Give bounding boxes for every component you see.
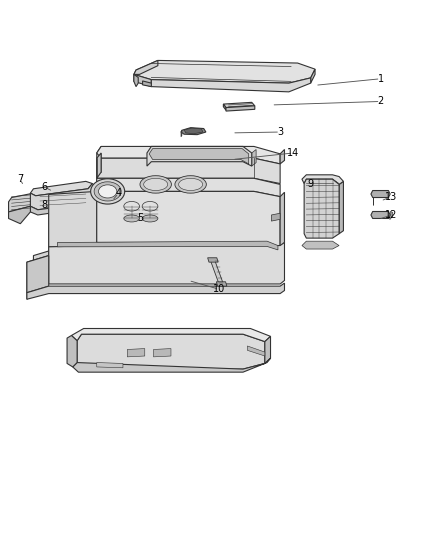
Polygon shape: [97, 158, 280, 183]
Polygon shape: [30, 181, 92, 196]
Polygon shape: [97, 153, 101, 179]
Polygon shape: [371, 212, 390, 219]
Ellipse shape: [94, 182, 121, 201]
Polygon shape: [134, 75, 151, 87]
Polygon shape: [27, 283, 285, 299]
Polygon shape: [247, 346, 265, 356]
Polygon shape: [73, 358, 271, 372]
Polygon shape: [71, 328, 271, 342]
Polygon shape: [134, 75, 138, 87]
Polygon shape: [77, 334, 265, 369]
Ellipse shape: [124, 201, 140, 211]
Polygon shape: [67, 335, 77, 367]
Polygon shape: [149, 149, 249, 164]
Polygon shape: [142, 206, 158, 219]
Text: 13: 13: [385, 192, 398, 201]
Polygon shape: [134, 60, 315, 83]
Text: 10: 10: [213, 284, 225, 294]
Ellipse shape: [142, 215, 158, 222]
Text: 2: 2: [378, 96, 384, 107]
Ellipse shape: [175, 176, 206, 193]
Polygon shape: [265, 336, 271, 364]
Polygon shape: [30, 183, 95, 210]
Text: 1: 1: [378, 74, 384, 84]
Polygon shape: [124, 206, 140, 219]
Polygon shape: [127, 349, 145, 357]
Ellipse shape: [91, 194, 125, 205]
Ellipse shape: [144, 179, 168, 190]
Polygon shape: [97, 191, 280, 247]
Text: 6: 6: [41, 182, 47, 192]
Polygon shape: [27, 256, 49, 293]
Polygon shape: [371, 190, 390, 198]
Polygon shape: [49, 243, 285, 284]
Polygon shape: [216, 282, 227, 286]
Text: 8: 8: [41, 200, 47, 211]
Polygon shape: [91, 191, 125, 204]
Polygon shape: [302, 241, 339, 249]
Polygon shape: [280, 192, 285, 247]
Polygon shape: [272, 213, 280, 221]
Polygon shape: [147, 147, 252, 166]
Polygon shape: [9, 206, 30, 224]
Polygon shape: [311, 69, 315, 83]
Polygon shape: [302, 175, 343, 184]
Polygon shape: [49, 191, 97, 247]
Polygon shape: [97, 179, 280, 197]
Ellipse shape: [140, 176, 171, 193]
Text: 14: 14: [287, 148, 299, 158]
Polygon shape: [389, 212, 393, 220]
Polygon shape: [304, 179, 339, 238]
Polygon shape: [223, 104, 226, 110]
Ellipse shape: [179, 179, 203, 190]
Polygon shape: [143, 81, 151, 87]
Polygon shape: [252, 149, 256, 166]
Polygon shape: [97, 147, 280, 164]
Text: 5: 5: [137, 213, 144, 223]
Polygon shape: [134, 60, 158, 75]
Polygon shape: [9, 193, 33, 212]
Text: 4: 4: [116, 188, 122, 198]
Ellipse shape: [124, 215, 140, 222]
Polygon shape: [30, 199, 95, 215]
Polygon shape: [181, 130, 182, 137]
Polygon shape: [223, 102, 255, 108]
Polygon shape: [306, 179, 339, 187]
Ellipse shape: [91, 179, 125, 204]
Polygon shape: [339, 181, 343, 234]
Text: 12: 12: [385, 210, 398, 220]
Polygon shape: [97, 362, 123, 368]
Polygon shape: [151, 78, 311, 92]
Polygon shape: [184, 128, 203, 134]
Polygon shape: [153, 349, 171, 357]
Polygon shape: [57, 241, 278, 250]
Text: 7: 7: [17, 174, 23, 184]
Ellipse shape: [99, 185, 117, 198]
Polygon shape: [208, 258, 218, 262]
Text: 3: 3: [277, 127, 283, 137]
Polygon shape: [280, 149, 285, 164]
Ellipse shape: [142, 201, 158, 211]
Polygon shape: [27, 147, 101, 299]
Polygon shape: [181, 128, 206, 135]
Text: 9: 9: [307, 179, 314, 189]
Polygon shape: [210, 260, 223, 284]
Polygon shape: [226, 106, 255, 111]
